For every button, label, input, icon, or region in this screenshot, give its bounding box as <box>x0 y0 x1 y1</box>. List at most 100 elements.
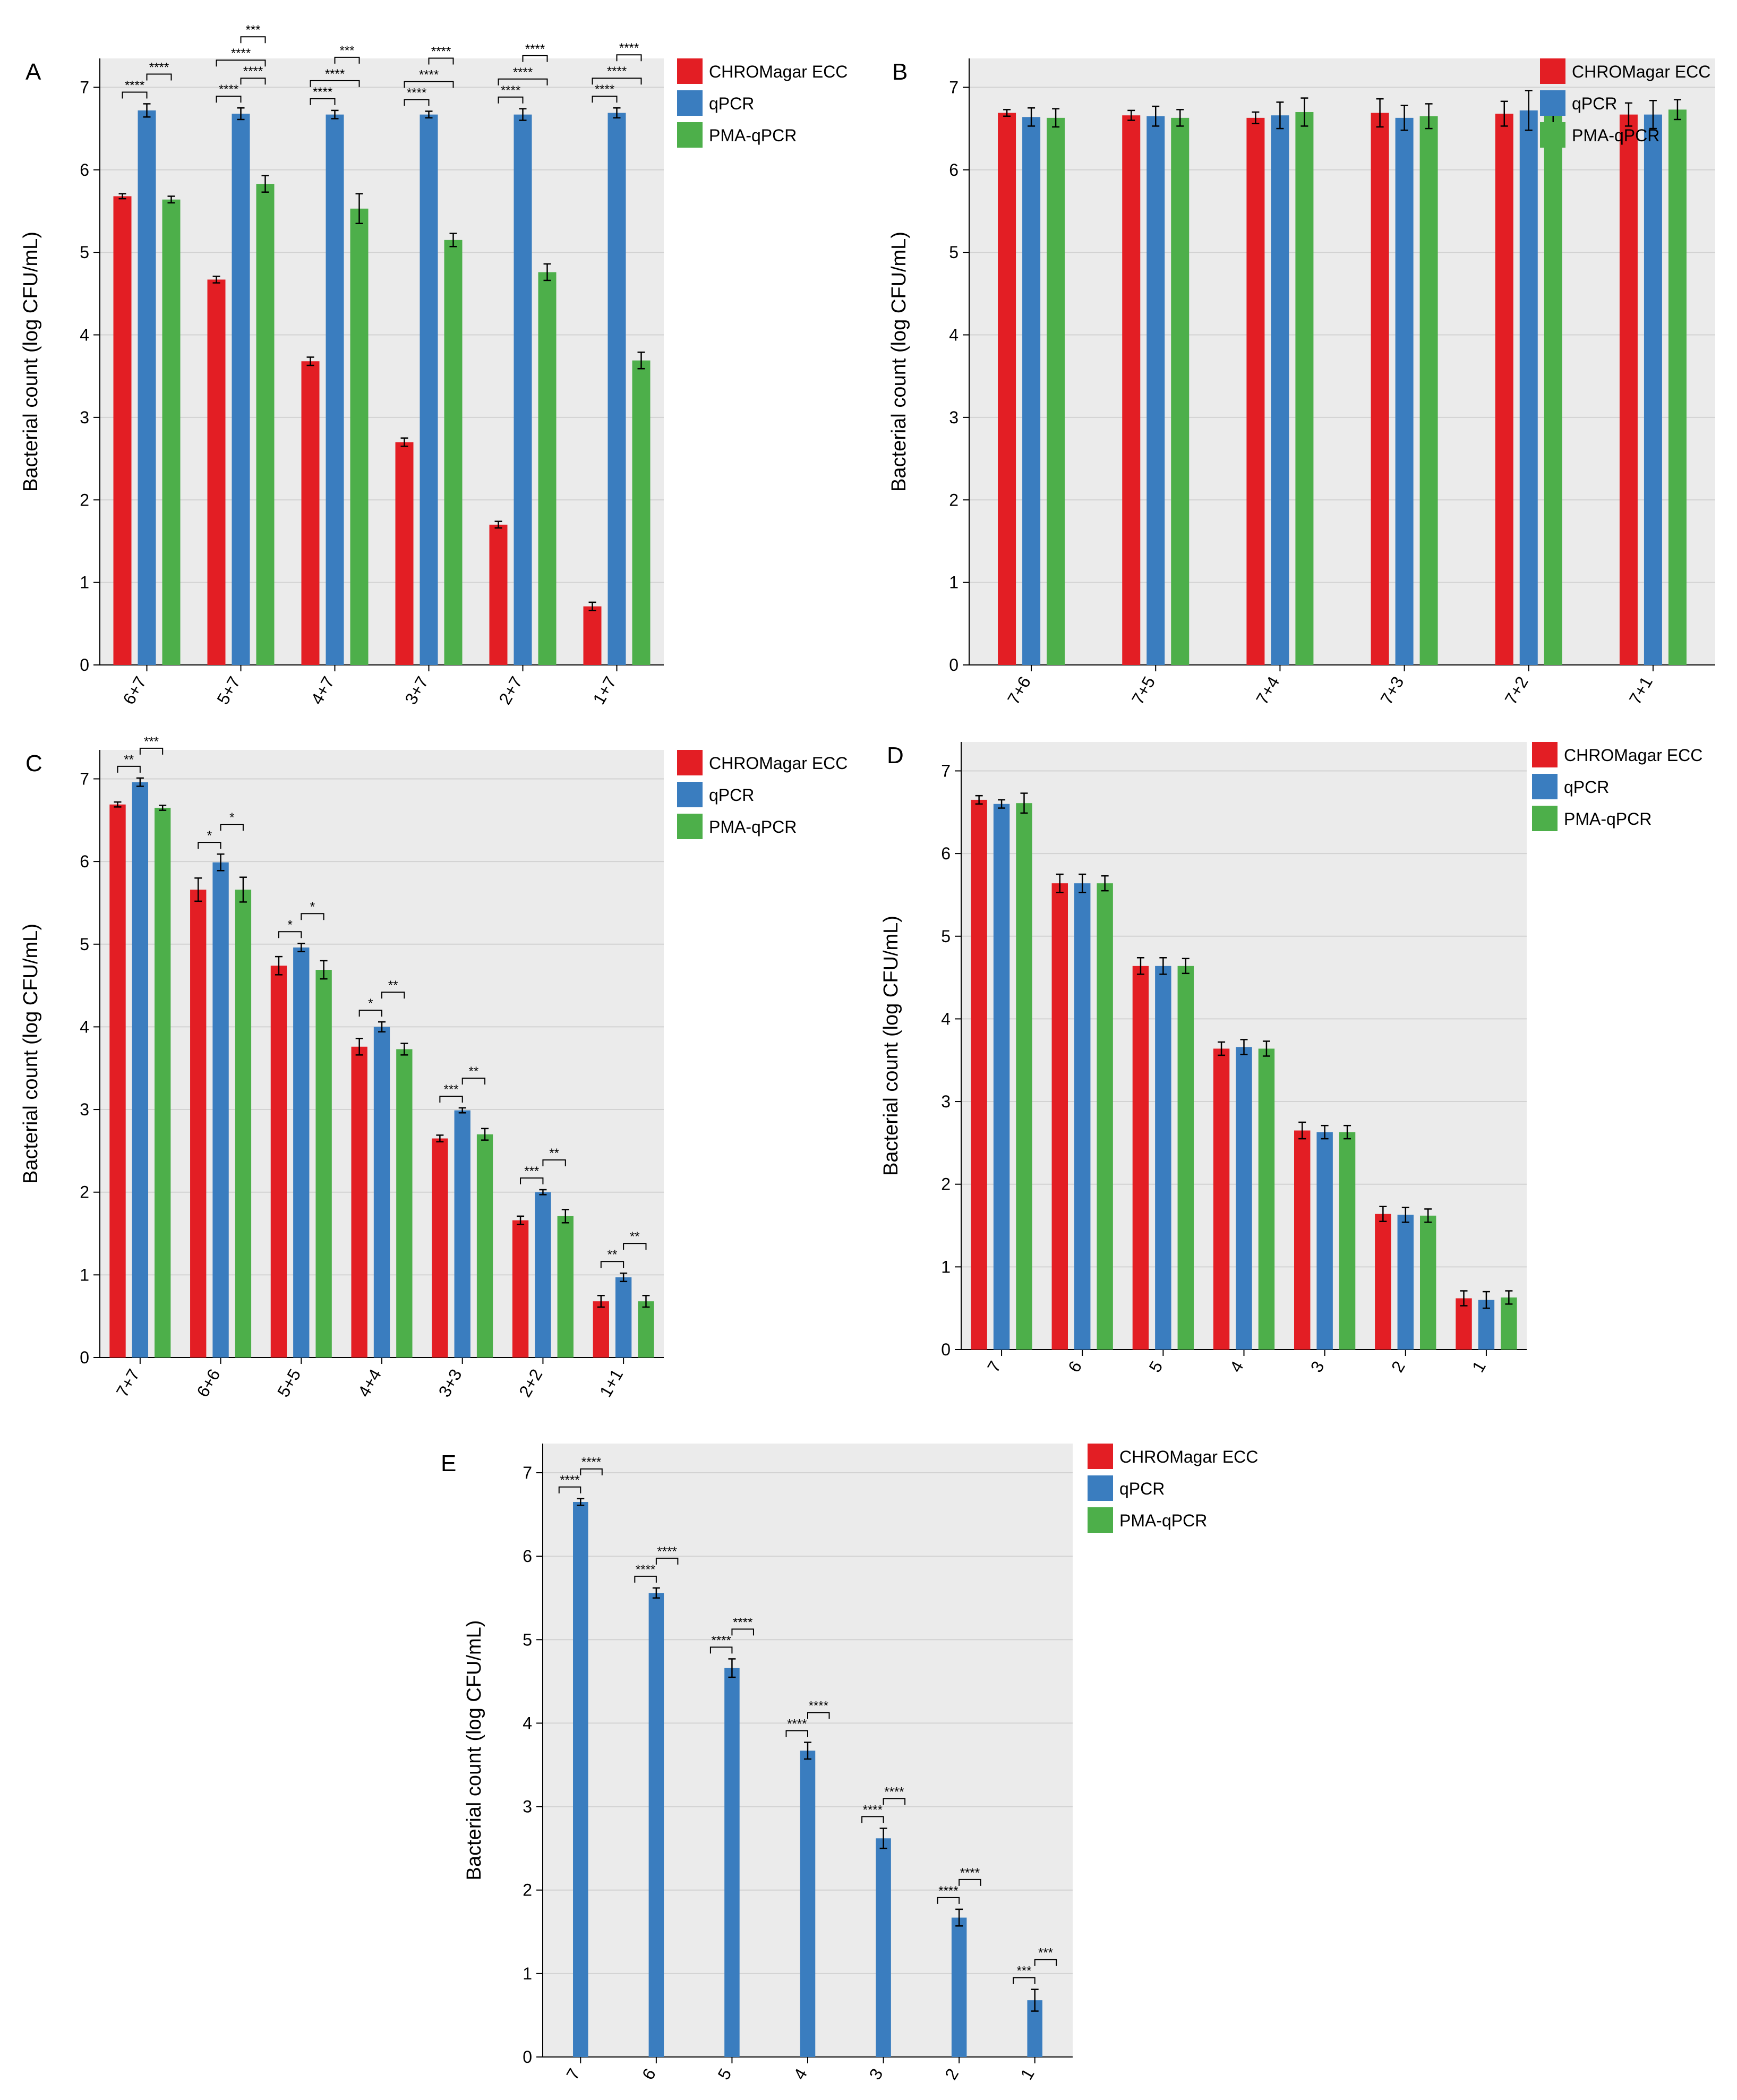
bar <box>1132 966 1149 1350</box>
legend-label: PMA-qPCR <box>709 126 797 145</box>
legend-swatch <box>1540 122 1565 148</box>
legend-label: qPCR <box>709 786 754 805</box>
y-axis-label: Bacterial count (log CFU/mL) <box>880 916 902 1176</box>
bar <box>638 1301 654 1358</box>
bar <box>138 110 156 665</box>
bar <box>190 890 207 1358</box>
significance-bracket <box>310 98 336 105</box>
significance-bracket <box>634 1575 657 1583</box>
significance-bracket <box>198 842 221 849</box>
legend-swatch <box>677 782 703 807</box>
significance-label: ** <box>124 753 134 767</box>
y-tick-label: 5 <box>949 243 959 262</box>
significance-bracket <box>807 1712 830 1719</box>
panel-a: 0 1 2 3 4 5 6 7 A Bacterial count (log CFU/mL) 6+7… <box>20 23 848 707</box>
significance-bracket <box>404 81 454 88</box>
bar <box>1501 1297 1517 1350</box>
x-tick-label: 3 <box>1307 1358 1328 1376</box>
x-tick-label: 6+7 <box>119 673 150 708</box>
y-tick-label: 6 <box>941 844 951 863</box>
plot-background <box>969 58 1715 665</box>
y-tick-label: 5 <box>523 1630 532 1649</box>
significance-label: **** <box>809 1699 828 1713</box>
legend-label: PMA-qPCR <box>1119 1511 1207 1530</box>
significance-label: **** <box>513 65 533 80</box>
y-tick-label: 7 <box>80 769 89 788</box>
panel-b: 0 1 2 3 4 5 6 7 B Bacterial count (log CFU/mL) 7+6… <box>888 58 1715 708</box>
legend-label: qPCR <box>1572 94 1617 113</box>
plot-background <box>100 58 664 665</box>
bar <box>207 279 226 665</box>
significance-bracket <box>146 73 172 81</box>
significance-bracket <box>580 1468 603 1475</box>
legend-label: PMA-qPCR <box>709 817 797 836</box>
significance-label: **** <box>407 86 426 100</box>
bar <box>1236 1047 1252 1350</box>
x-tick-label: 1+1 <box>596 1366 627 1401</box>
significance-bracket <box>117 765 141 773</box>
x-tick-label: 4+7 <box>307 673 338 708</box>
y-tick-label: 2 <box>941 1175 951 1194</box>
significance-label: **** <box>581 1455 601 1470</box>
significance-bracket <box>542 1159 566 1167</box>
panel-d: 0 1 2 3 4 5 6 7 D Bacterial count (log CFU/mL) 7 6 5… <box>880 742 1702 1376</box>
legend-swatch <box>677 814 703 839</box>
significance-bracket <box>600 1261 624 1268</box>
significance-bracket <box>558 1486 581 1493</box>
bar <box>373 1027 390 1358</box>
significance-bracket <box>334 56 360 64</box>
legend-swatch <box>1532 742 1558 767</box>
bar <box>113 196 132 665</box>
x-tick-label: 7+6 <box>1004 673 1034 708</box>
significance-label: **** <box>711 1633 731 1647</box>
bar <box>1258 1048 1275 1350</box>
significance-bracket <box>959 1879 981 1886</box>
legend-label: CHROMagar ECC <box>1564 746 1702 765</box>
significance-bracket <box>655 1557 679 1565</box>
significance-label: **** <box>219 82 238 97</box>
significance-bracket <box>709 1646 733 1654</box>
y-tick-label: 5 <box>80 935 89 954</box>
x-tick-label: 7+1 <box>1625 673 1656 708</box>
significance-bracket <box>861 1816 884 1823</box>
legend-label: CHROMagar ECC <box>709 62 848 81</box>
x-tick-label: 4+4 <box>354 1366 385 1401</box>
y-tick-label: 6 <box>949 160 959 180</box>
significance-label: **** <box>560 1473 579 1488</box>
significance-label: * <box>310 900 315 914</box>
bar <box>1419 116 1438 665</box>
legend-swatch <box>677 90 703 116</box>
bar <box>1294 1130 1311 1350</box>
y-tick-label: 2 <box>523 1881 532 1900</box>
y-axis-label: Bacterial count (log CFU/mL) <box>20 924 42 1184</box>
y-tick-label: 2 <box>949 490 959 509</box>
x-tick-label: 7 <box>562 2065 584 2083</box>
x-tick-label: 1+7 <box>589 673 620 708</box>
significance-bracket <box>522 55 548 62</box>
significance-label: **** <box>884 1785 904 1799</box>
bar <box>293 947 310 1358</box>
bar <box>315 970 332 1358</box>
significance-label: **** <box>607 64 627 79</box>
x-tick-label: 1 <box>1468 1358 1490 1376</box>
significance-bracket <box>240 78 266 85</box>
significance-label: ** <box>388 978 398 993</box>
x-tick-label: 3+7 <box>401 673 432 708</box>
bar <box>1155 966 1171 1350</box>
y-tick-label: 4 <box>80 326 89 345</box>
bar <box>1619 114 1638 665</box>
significance-label: **** <box>231 46 251 61</box>
bar <box>557 1216 574 1358</box>
significance-label: ** <box>549 1146 559 1160</box>
significance-label: **** <box>733 1615 752 1629</box>
significance-bracket <box>139 747 164 755</box>
bar <box>1456 1298 1472 1350</box>
panel-letter: E <box>441 1450 456 1476</box>
legend-swatch <box>1540 58 1565 84</box>
bar <box>1213 1048 1230 1350</box>
bar <box>1668 109 1687 665</box>
significance-label: **** <box>960 1866 980 1880</box>
bar <box>998 113 1016 665</box>
significance-bracket <box>381 992 405 999</box>
